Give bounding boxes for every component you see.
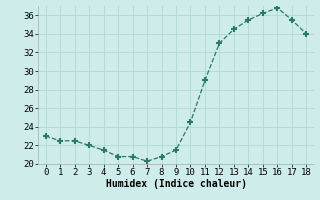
X-axis label: Humidex (Indice chaleur): Humidex (Indice chaleur) [106,179,246,189]
